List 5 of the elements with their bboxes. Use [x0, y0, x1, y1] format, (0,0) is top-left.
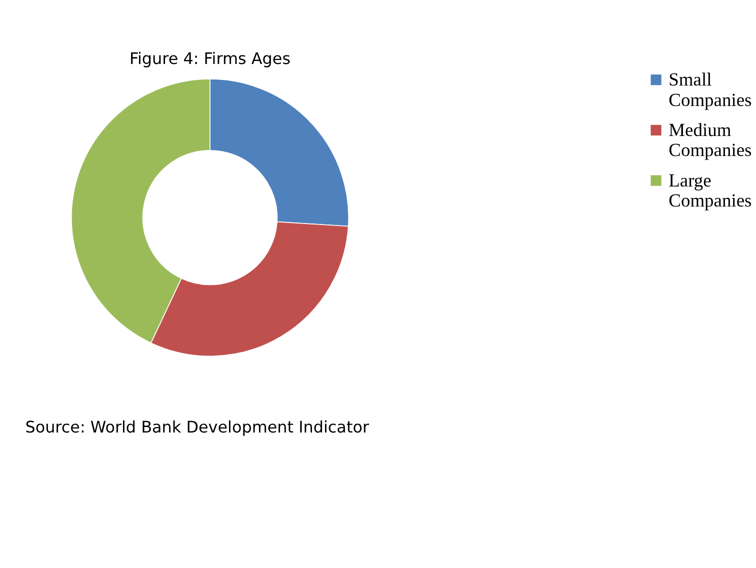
source-note: Source: World Bank Development Indicator	[25, 418, 370, 437]
legend-label: Medium Companies	[668, 120, 752, 160]
chart-title: Figure 4: Firms Ages	[129, 48, 291, 68]
legend-label: Large Companies	[668, 170, 752, 211]
legend-label: Small Companies	[668, 70, 752, 110]
